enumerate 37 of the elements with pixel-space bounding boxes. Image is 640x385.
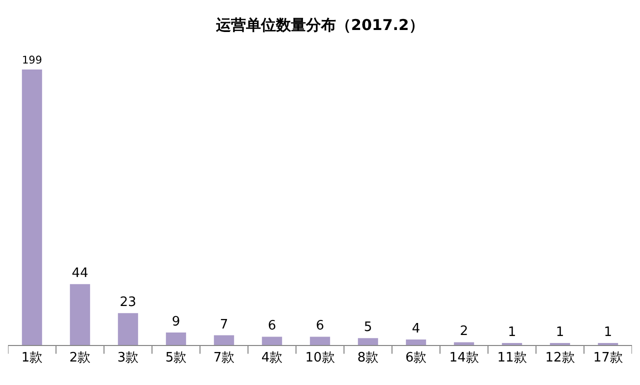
data-label: 1 [556, 325, 564, 340]
data-label: 4 [412, 321, 420, 336]
bar [118, 313, 138, 345]
x-tick-label: 5款 [165, 350, 187, 366]
bar [310, 336, 330, 345]
bar [22, 70, 42, 345]
x-tick-label: 10款 [305, 350, 335, 366]
x-tick-label: 4款 [261, 350, 283, 366]
x-tick-label: 8款 [357, 350, 379, 366]
data-label: 199 [22, 54, 42, 66]
chart-title: 运营单位数量分布（2017.2） [215, 16, 424, 34]
data-label: 5 [364, 320, 372, 336]
x-tick-label: 12款 [545, 350, 575, 366]
x-tick-label: 6款 [405, 350, 427, 366]
bar [70, 284, 90, 345]
bar [214, 335, 234, 345]
data-label: 7 [220, 317, 228, 332]
data-label: 9 [172, 314, 180, 330]
data-label: 6 [316, 318, 324, 334]
bar [358, 338, 378, 345]
data-label: 1 [604, 325, 612, 340]
bar [262, 336, 282, 345]
x-tick-label: 7款 [213, 350, 235, 366]
data-label: 44 [72, 266, 88, 282]
data-label: 6 [268, 318, 276, 334]
bar [166, 332, 186, 345]
data-label: 1 [508, 325, 516, 340]
data-label: 23 [120, 295, 136, 310]
data-label: 2 [460, 324, 468, 340]
x-tick-label: 2款 [69, 350, 91, 366]
bar [406, 339, 426, 345]
x-tick-label: 1款 [21, 350, 43, 366]
x-tick-label: 3款 [117, 350, 139, 366]
x-tick-label: 14款 [449, 350, 479, 366]
bar [454, 342, 474, 345]
x-tick-label: 17款 [593, 350, 623, 366]
x-tick-label: 11款 [497, 350, 527, 366]
